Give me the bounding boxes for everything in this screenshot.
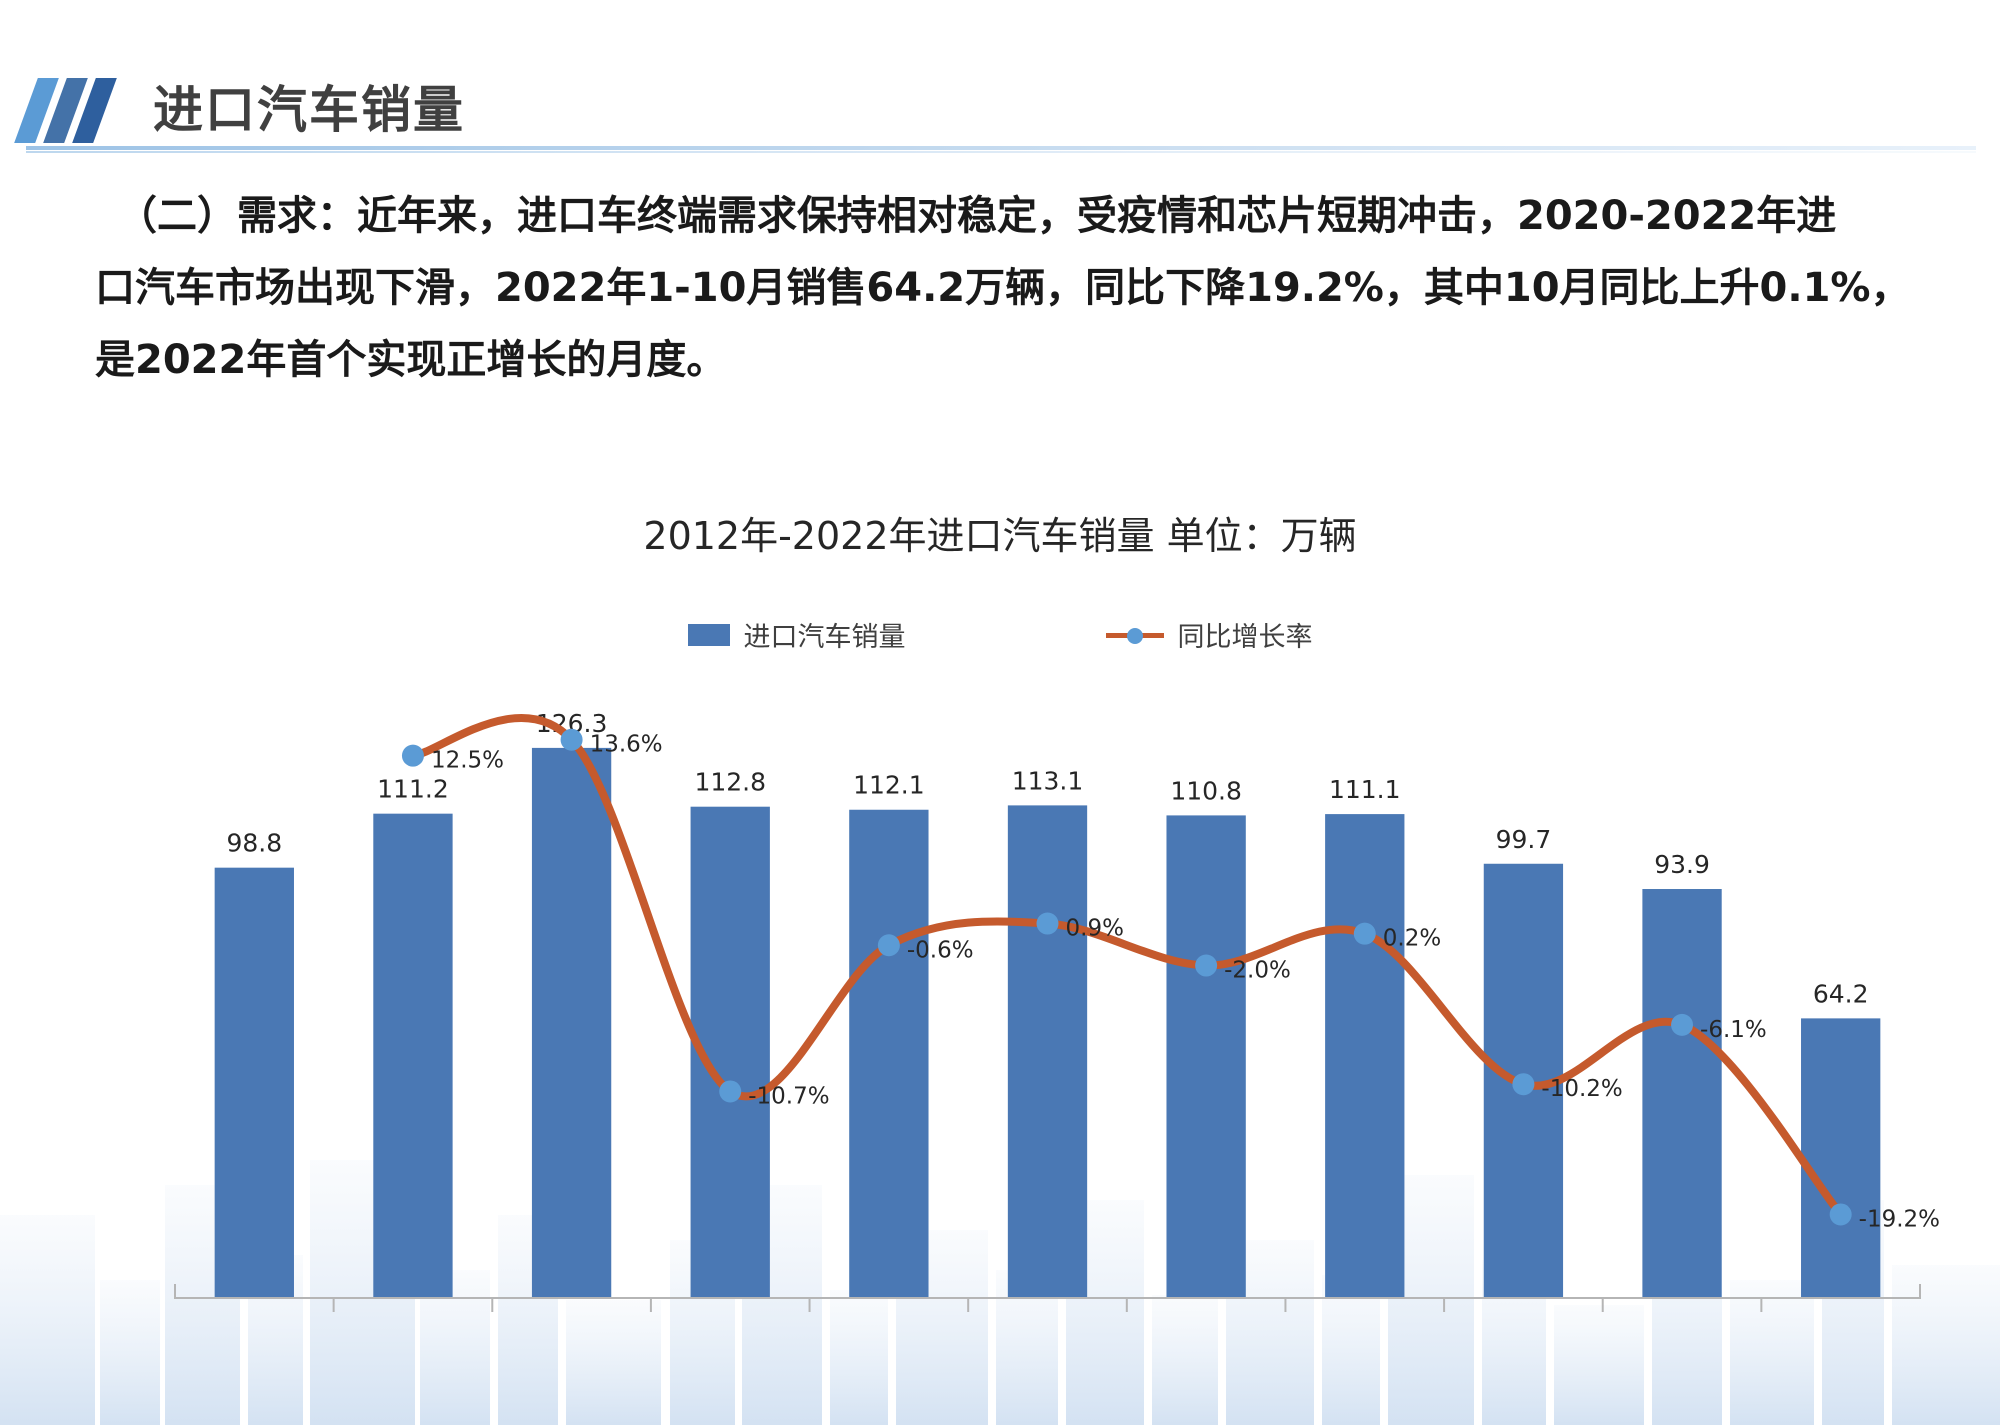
body-paragraph: （二）需求：近年来，进口车终端需求保持相对稳定，受疫情和芯片短期冲击，2020-… bbox=[95, 180, 1935, 396]
bar-2012[interactable] bbox=[214, 867, 294, 1298]
bar-value-label-2020: 99.7 bbox=[1496, 825, 1552, 854]
bar-2014[interactable] bbox=[531, 747, 612, 1298]
bar-value-label-2018: 110.8 bbox=[1170, 776, 1242, 805]
x-axis-label-2017: 2017 bbox=[1016, 1327, 1080, 1330]
bar-value-label-2015: 112.8 bbox=[694, 768, 766, 797]
bar-2017[interactable] bbox=[1007, 805, 1088, 1298]
growth-label-2013: 12.5% bbox=[431, 748, 504, 774]
bar-series-group bbox=[214, 747, 1881, 1298]
legend-label-growth: 同比增长率 bbox=[1177, 622, 1313, 653]
line-marker-2021[interactable] bbox=[1671, 1013, 1694, 1036]
line-marker-2013[interactable] bbox=[401, 744, 424, 767]
bar-2013[interactable] bbox=[373, 813, 453, 1298]
bar-value-label-2012: 98.8 bbox=[226, 829, 282, 858]
growth-label-2015: -10.7% bbox=[748, 1083, 829, 1109]
header-divider bbox=[26, 146, 1976, 150]
growth-label-2022-YTD: -19.2% bbox=[1859, 1206, 1940, 1232]
slanted-bars-logo-icon bbox=[14, 78, 117, 143]
line-marker-2019[interactable] bbox=[1353, 922, 1376, 945]
x-axis-label-2020: 2020 bbox=[1492, 1327, 1556, 1330]
growth-label-2017: 0.9% bbox=[1066, 916, 1124, 942]
x-axis-label-2022-YTD: 2022 YTD bbox=[1780, 1327, 1901, 1330]
legend-item-growth[interactable]: 同比增长率 bbox=[1105, 615, 1313, 654]
legend-bar-swatch-icon bbox=[687, 623, 730, 646]
x-axis-label-2021: 2021 bbox=[1650, 1327, 1714, 1330]
chart-legend: 进口汽车销量 同比增长率 bbox=[0, 615, 2000, 654]
paragraph-line-3: 是2022年首个实现正增长的月度。 bbox=[95, 337, 727, 383]
x-axis-label-2013: 2013 bbox=[381, 1327, 445, 1330]
page-title: 进口汽车销量 bbox=[153, 81, 465, 139]
bar-value-label-2013: 111.2 bbox=[377, 775, 449, 804]
line-marker-group bbox=[401, 728, 1852, 1226]
x-axis-label-2016: 2016 bbox=[857, 1327, 921, 1330]
line-marker-2016[interactable] bbox=[877, 934, 900, 957]
bar-value-label-2017: 113.1 bbox=[1012, 766, 1084, 795]
growth-label-2016: -0.6% bbox=[907, 937, 974, 963]
growth-label-2014: 13.6% bbox=[590, 732, 663, 758]
x-axis-label-2015: 2015 bbox=[698, 1327, 762, 1330]
bar-2019[interactable] bbox=[1325, 814, 1405, 1298]
paragraph-line-2: 口汽车市场出现下滑，2022年1-10月销售64.2万辆，同比下降19.2%，其… bbox=[95, 265, 1911, 311]
line-marker-2018[interactable] bbox=[1195, 954, 1218, 977]
bar-value-label-2022-YTD: 64.2 bbox=[1813, 979, 1869, 1008]
line-marker-2014[interactable] bbox=[560, 728, 583, 751]
x-axis-label-2019: 2019 bbox=[1333, 1327, 1397, 1330]
growth-label-2021: -6.1% bbox=[1700, 1017, 1767, 1043]
line-marker-2020[interactable] bbox=[1512, 1073, 1535, 1096]
x-axis-label-2018: 2018 bbox=[1174, 1327, 1238, 1330]
legend-item-sales[interactable]: 进口汽车销量 bbox=[687, 615, 906, 654]
header-divider-secondary bbox=[26, 151, 1976, 153]
chart-title: 2012年-2022年进口汽车销量 单位：万辆 bbox=[643, 514, 1357, 558]
growth-label-2020: -10.2% bbox=[1541, 1076, 1622, 1102]
bar-2021[interactable] bbox=[1642, 889, 1722, 1298]
legend-label-sales: 进口汽车销量 bbox=[743, 622, 906, 653]
x-axis-label-2014: 2014 bbox=[540, 1327, 604, 1330]
line-series-group bbox=[408, 714, 1845, 1219]
bar-2022-YTD[interactable] bbox=[1801, 1018, 1881, 1298]
paragraph-line-1: （二）需求：近年来，进口车终端需求保持相对稳定，受疫情和芯片短期冲击，2020-… bbox=[117, 193, 1837, 239]
bar-value-label-2016: 112.1 bbox=[853, 771, 925, 800]
line-marker-2015[interactable] bbox=[719, 1080, 742, 1103]
bar-value-label-2019: 111.1 bbox=[1329, 775, 1401, 804]
growth-label-2018: -2.0% bbox=[1224, 958, 1291, 984]
growth-label-2019: 0.2% bbox=[1383, 926, 1441, 952]
x-axis-tick-labels-group: 2012 2013 2014 2015 2016 2017 2018 2019 2020 2021… bbox=[223, 1327, 1902, 1330]
bar-2018[interactable] bbox=[1166, 815, 1246, 1298]
bar-2016[interactable] bbox=[849, 809, 929, 1298]
x-axis-label-2012: 2012 bbox=[223, 1327, 287, 1330]
chart-plot-area: 98.8 111.2 126.3 112.8 112.1 113.1 110.8 111.1 9… bbox=[0, 690, 2000, 1330]
bar-value-label-2021: 93.9 bbox=[1654, 850, 1710, 879]
growth-rate-line[interactable] bbox=[408, 714, 1845, 1219]
page-header: 进口汽车销量 bbox=[0, 0, 2000, 175]
legend-line-swatch-icon bbox=[1105, 624, 1164, 646]
line-marker-2017[interactable] bbox=[1036, 912, 1059, 935]
line-marker-2022-YTD[interactable] bbox=[1829, 1203, 1852, 1226]
